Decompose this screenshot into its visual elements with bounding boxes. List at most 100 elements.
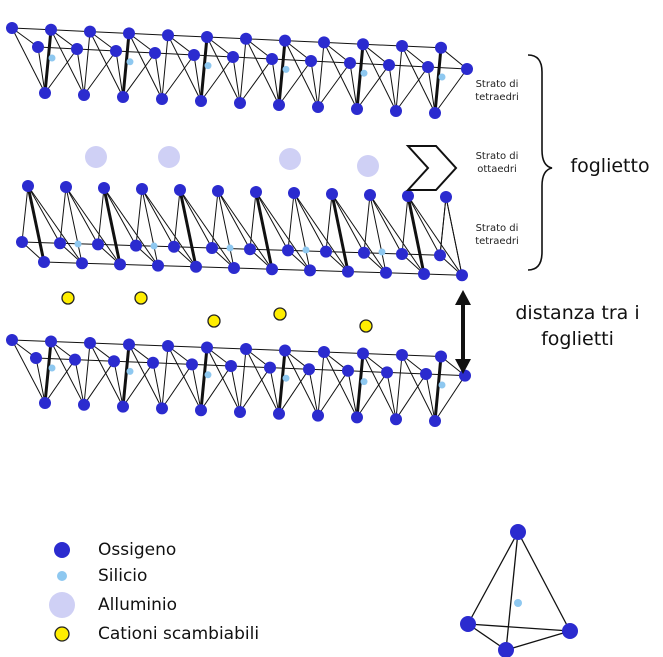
bond-line — [308, 369, 319, 416]
bond-line — [173, 189, 181, 247]
silicon-atom — [360, 69, 368, 77]
bond-line — [331, 193, 387, 274]
bond-line — [195, 266, 235, 269]
oxygen-atom — [459, 369, 471, 382]
bond-line — [65, 186, 99, 245]
bond-line — [239, 38, 247, 104]
bond-line — [154, 52, 195, 56]
bond-line — [217, 190, 251, 250]
silicon-atom — [204, 62, 212, 70]
bond-line — [179, 189, 213, 249]
oxygen-atom — [562, 623, 578, 639]
bond-line — [37, 46, 78, 50]
oxygen-atom — [266, 263, 278, 276]
oxygen-atom — [174, 184, 186, 196]
oxygen-atom — [402, 190, 414, 202]
legend-label: Ossigeno — [98, 540, 177, 560]
oxygen-atom — [396, 349, 408, 361]
oxygen-atom — [420, 368, 432, 380]
oxygen-atom — [303, 363, 315, 376]
bond-line — [50, 341, 85, 406]
label-interlayer-distance: distanza tra i foglietti — [515, 302, 640, 350]
bond-line — [308, 368, 349, 372]
silicon-dot-icon — [44, 566, 80, 586]
bond-line — [193, 54, 202, 102]
bond-line — [284, 350, 325, 353]
bond-line — [269, 367, 310, 370]
oxygen-atom — [250, 186, 262, 198]
oxygen-atom — [318, 36, 330, 49]
silicon-atom — [48, 364, 56, 372]
oxygen-atom — [305, 55, 317, 67]
oxygen-atom — [16, 236, 28, 248]
bond-line — [278, 60, 312, 106]
bond-line — [211, 190, 219, 249]
oxygen-atom — [78, 89, 90, 101]
tetrahedron-edge — [505, 630, 571, 651]
bond-line — [323, 42, 358, 110]
cation-atom — [134, 291, 148, 305]
oxygen-atom — [357, 38, 369, 51]
label-tetrahedral-layer-bottom: Strato di tetraedri — [475, 223, 519, 247]
oxygen-atom — [195, 404, 207, 417]
oxygen-atom — [318, 346, 330, 358]
oxygen-atom — [39, 397, 51, 409]
bond-line — [401, 45, 442, 49]
bond-line — [233, 267, 273, 270]
oxygen-atom — [240, 343, 252, 355]
bond-line — [310, 60, 319, 108]
bond-line — [200, 56, 234, 102]
silicon-atom — [282, 374, 290, 382]
bond-line — [97, 187, 105, 245]
bond-line — [102, 187, 122, 265]
oxygen-atom — [234, 406, 246, 418]
chevron-right-icon — [405, 145, 458, 191]
oxygen-atom — [6, 22, 18, 34]
oxygen-atom — [279, 344, 291, 357]
oxygen-atom — [110, 45, 122, 57]
oxygen-atom — [39, 87, 51, 99]
bond-line — [277, 40, 287, 106]
oxygen-atom — [168, 240, 180, 253]
bond-line — [122, 52, 156, 98]
oxygen-atom — [364, 189, 376, 201]
bond-line — [245, 38, 286, 42]
bond-line — [74, 359, 115, 362]
bond-line — [439, 196, 447, 256]
cation-atom — [359, 319, 373, 333]
bond-line — [167, 345, 208, 348]
bond-line — [255, 191, 289, 251]
oxygen-atom — [156, 93, 168, 105]
oxygen-atom — [123, 338, 135, 351]
bond-line — [121, 33, 131, 98]
bond-line — [271, 58, 280, 106]
oxygen-atom — [429, 107, 441, 119]
silicon-atom — [302, 246, 310, 254]
oxygen-atom — [117, 400, 129, 413]
bond-line — [103, 187, 159, 266]
bond-line — [406, 195, 426, 275]
oxygen-atom — [98, 182, 110, 194]
bond-line — [386, 371, 427, 375]
bond-line — [206, 347, 247, 350]
bond-line — [323, 351, 364, 354]
bond-line — [161, 364, 193, 409]
oxygen-atom — [149, 47, 161, 59]
bond-line — [362, 43, 403, 47]
bond-line — [317, 42, 325, 108]
bond-line — [161, 35, 169, 100]
bond-line — [44, 359, 76, 404]
legend-label: Silicio — [98, 566, 148, 586]
silicon-atom — [74, 240, 82, 248]
bond-line — [50, 341, 91, 344]
oxygen-atom — [342, 364, 354, 377]
oxygen-atom — [312, 409, 324, 422]
bond-line — [330, 193, 350, 272]
oxygen-atom — [234, 97, 246, 109]
bond-line — [369, 194, 403, 255]
bond-line — [325, 193, 333, 252]
bond-line — [154, 52, 163, 100]
oxygen-atom — [422, 61, 434, 73]
bond-line — [128, 344, 163, 409]
bond-line — [434, 375, 466, 422]
